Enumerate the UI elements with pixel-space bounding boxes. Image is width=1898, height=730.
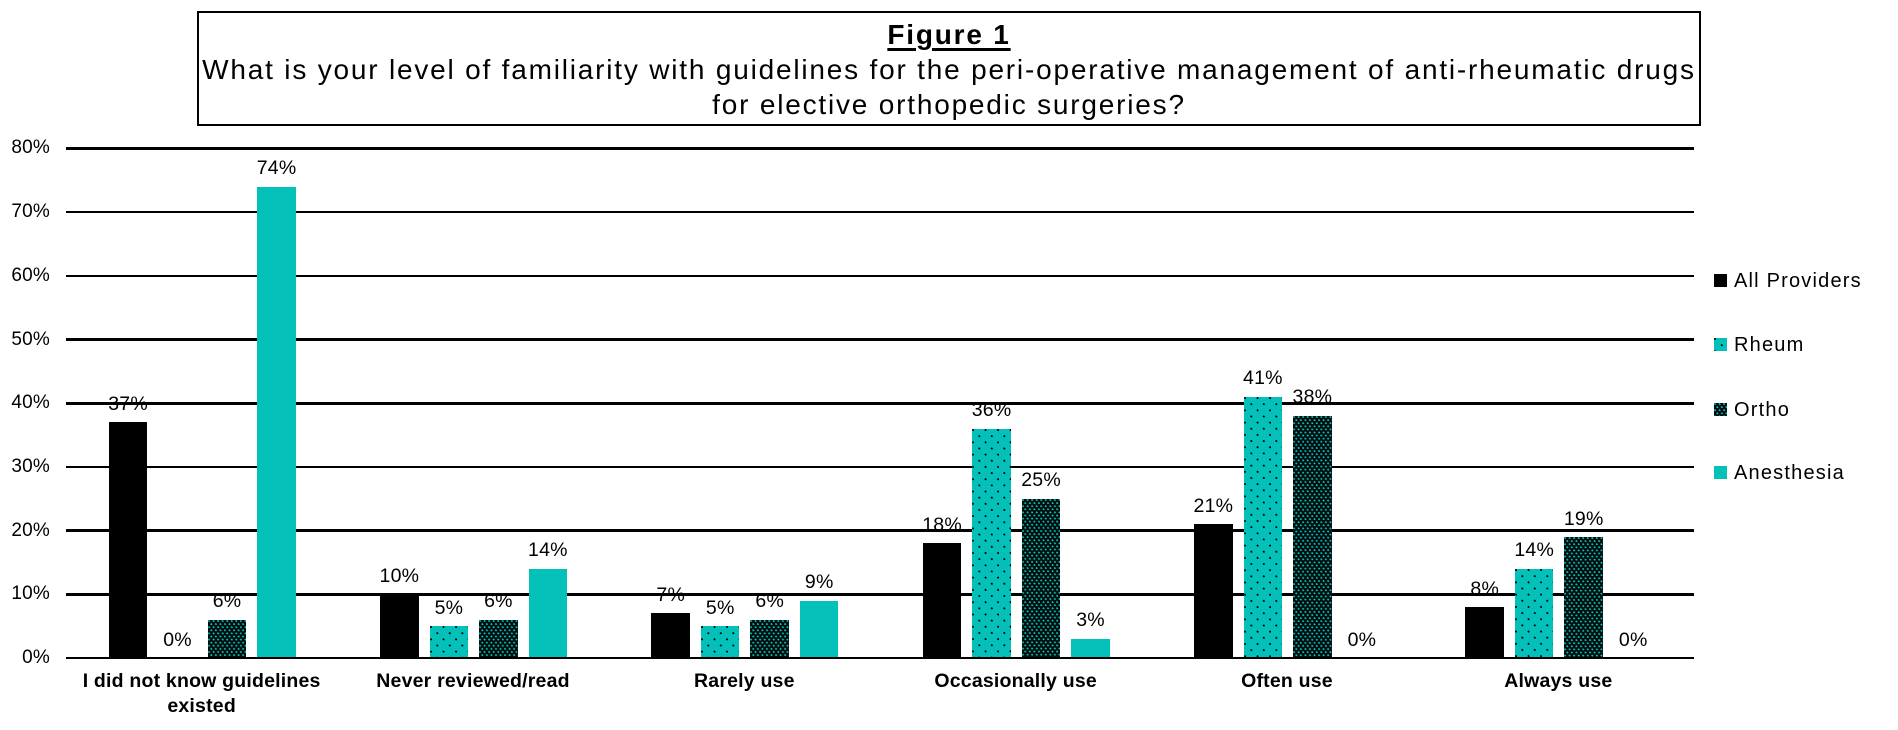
value-label: 14% xyxy=(1514,539,1555,562)
value-label: 9% xyxy=(804,571,834,594)
bar-all-providers xyxy=(922,543,962,658)
legend-marker-icon xyxy=(1714,402,1727,416)
y-axis-tick-label: 80% xyxy=(11,137,50,159)
value-label: 0% xyxy=(1618,628,1648,651)
bar-all-providers xyxy=(108,422,148,658)
legend-label: Ortho xyxy=(1734,398,1791,421)
gridline-20% xyxy=(66,529,1694,532)
category-label-line: Rarely use xyxy=(694,670,795,692)
value-label: 8% xyxy=(1470,577,1499,600)
value-label: 6% xyxy=(212,590,242,613)
bar-rheum xyxy=(972,428,1011,658)
category-label-line: Never reviewed/read xyxy=(376,670,570,692)
legend-marker-icon xyxy=(1714,466,1727,479)
bar-ortho xyxy=(207,619,247,658)
figure-title-line: Figure 1 xyxy=(199,17,1699,52)
y-axis-tick-label: 50% xyxy=(11,328,50,350)
bar-rheum xyxy=(429,626,469,658)
bar-anesthesia xyxy=(1071,638,1110,658)
value-label: 0% xyxy=(1347,628,1377,651)
value-label: 36% xyxy=(971,399,1012,422)
value-label: 7% xyxy=(656,583,685,606)
bar-anesthesia xyxy=(257,186,296,658)
value-label: 6% xyxy=(755,590,784,613)
bar-ortho xyxy=(1293,415,1332,658)
gridline-40% xyxy=(66,401,1694,405)
legend-label: Anesthesia xyxy=(1734,462,1845,484)
bar-anesthesia xyxy=(528,568,568,658)
value-label: 41% xyxy=(1243,367,1283,390)
x-axis-line xyxy=(66,656,1694,660)
chart-question-line-1: What is your level of familiarity with g… xyxy=(202,54,1696,85)
y-axis-tick-label: 60% xyxy=(11,264,50,286)
value-label: 5% xyxy=(434,596,464,619)
legend-label: Rheum xyxy=(1734,333,1805,356)
category-label: Always use xyxy=(1418,669,1698,694)
value-label: 0% xyxy=(163,628,192,651)
value-label: 38% xyxy=(1292,386,1333,409)
y-axis-tick-label: 40% xyxy=(11,392,50,414)
y-axis-tick-label: 0% xyxy=(22,647,50,668)
value-label: 3% xyxy=(1076,609,1105,632)
y-axis-tick-label: 10% xyxy=(11,583,50,605)
category-label: Never reviewed/read xyxy=(333,669,613,694)
gridline-80% xyxy=(66,147,1694,150)
figure-label: Figure 1 xyxy=(887,19,1011,50)
category-label-line: Always use xyxy=(1504,670,1613,692)
bar-all-providers xyxy=(1194,524,1233,658)
bar-ortho xyxy=(1564,536,1603,658)
category-label-line: existed xyxy=(167,695,236,717)
value-label: 25% xyxy=(1021,469,1061,492)
gridline-10% xyxy=(66,593,1694,596)
legend-marker-icon xyxy=(1714,274,1727,287)
bar-rheum xyxy=(1514,568,1554,658)
bar-ortho xyxy=(1021,498,1061,658)
bar-rheum xyxy=(700,626,740,658)
category-label-line: Often use xyxy=(1241,670,1333,692)
chart-question-line-2: for elective orthopedic surgeries? xyxy=(712,89,1186,120)
value-label: 10% xyxy=(379,564,420,587)
category-label: Often use xyxy=(1147,669,1427,694)
legend-marker-icon xyxy=(1714,337,1727,351)
value-label: 74% xyxy=(256,157,297,180)
gridline-50% xyxy=(66,338,1694,341)
legend-label: All Providers xyxy=(1734,270,1862,292)
category-label-line: I did not know guidelines xyxy=(82,670,321,692)
bar-ortho xyxy=(750,619,789,658)
value-label: 21% xyxy=(1193,494,1234,517)
bar-anesthesia xyxy=(799,600,839,658)
gridline-30% xyxy=(66,465,1694,469)
value-label: 5% xyxy=(705,596,735,619)
y-axis-tick-label: 70% xyxy=(11,201,50,223)
bar-all-providers xyxy=(380,594,419,658)
bar-all-providers xyxy=(651,613,690,658)
y-axis-tick-label: 30% xyxy=(11,455,50,477)
value-label: 19% xyxy=(1563,507,1604,530)
y-axis-tick-label: 20% xyxy=(11,519,50,541)
value-label: 18% xyxy=(922,513,962,536)
chart-title-box: Figure 1 What is your level of familiari… xyxy=(197,11,1701,126)
bar-rheum xyxy=(1243,396,1283,658)
gridline-70% xyxy=(66,210,1694,214)
bar-all-providers xyxy=(1465,607,1504,658)
bar-ortho xyxy=(479,619,518,658)
gridline-60% xyxy=(66,274,1694,278)
value-label: 6% xyxy=(484,590,513,613)
value-label: 14% xyxy=(528,539,568,562)
category-label: I did not know guidelines existed xyxy=(62,669,342,719)
category-label-line: Occasionally use xyxy=(934,670,1097,692)
category-label: Rarely use xyxy=(604,669,884,694)
category-label: Occasionally use xyxy=(876,669,1156,694)
value-label: 37% xyxy=(108,392,148,415)
